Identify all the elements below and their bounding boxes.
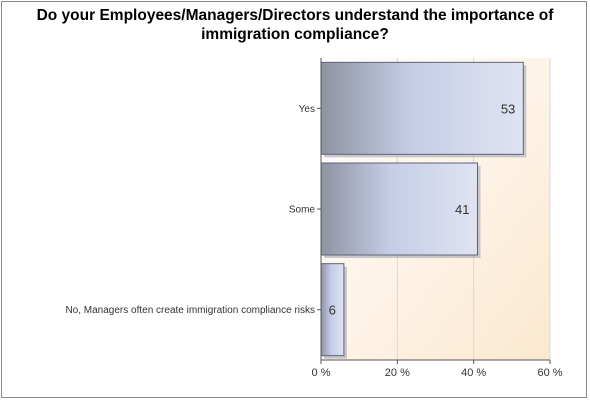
x-tick-label: 0 % <box>312 367 331 379</box>
category-label: No, Managers often create immigration co… <box>65 305 315 316</box>
x-tick-label: 40 % <box>461 367 486 379</box>
axes <box>317 58 551 364</box>
chart-title: Do your Employees/Managers/Directors und… <box>36 7 554 43</box>
value-label: 53 <box>501 101 515 116</box>
category-label: Yes <box>299 104 315 115</box>
x-tick-label: 60 % <box>537 367 562 379</box>
x-tick-label: 20 % <box>385 367 410 379</box>
value-label: 41 <box>455 202 469 217</box>
bars <box>320 61 527 359</box>
labels: 0 % 20 % 40 % 60 % Yes 53 Some 41 No, Managers o… <box>65 101 562 379</box>
bar <box>320 162 478 256</box>
category-label: Some <box>289 205 316 216</box>
value-label: 6 <box>329 303 336 318</box>
bar <box>320 61 524 155</box>
